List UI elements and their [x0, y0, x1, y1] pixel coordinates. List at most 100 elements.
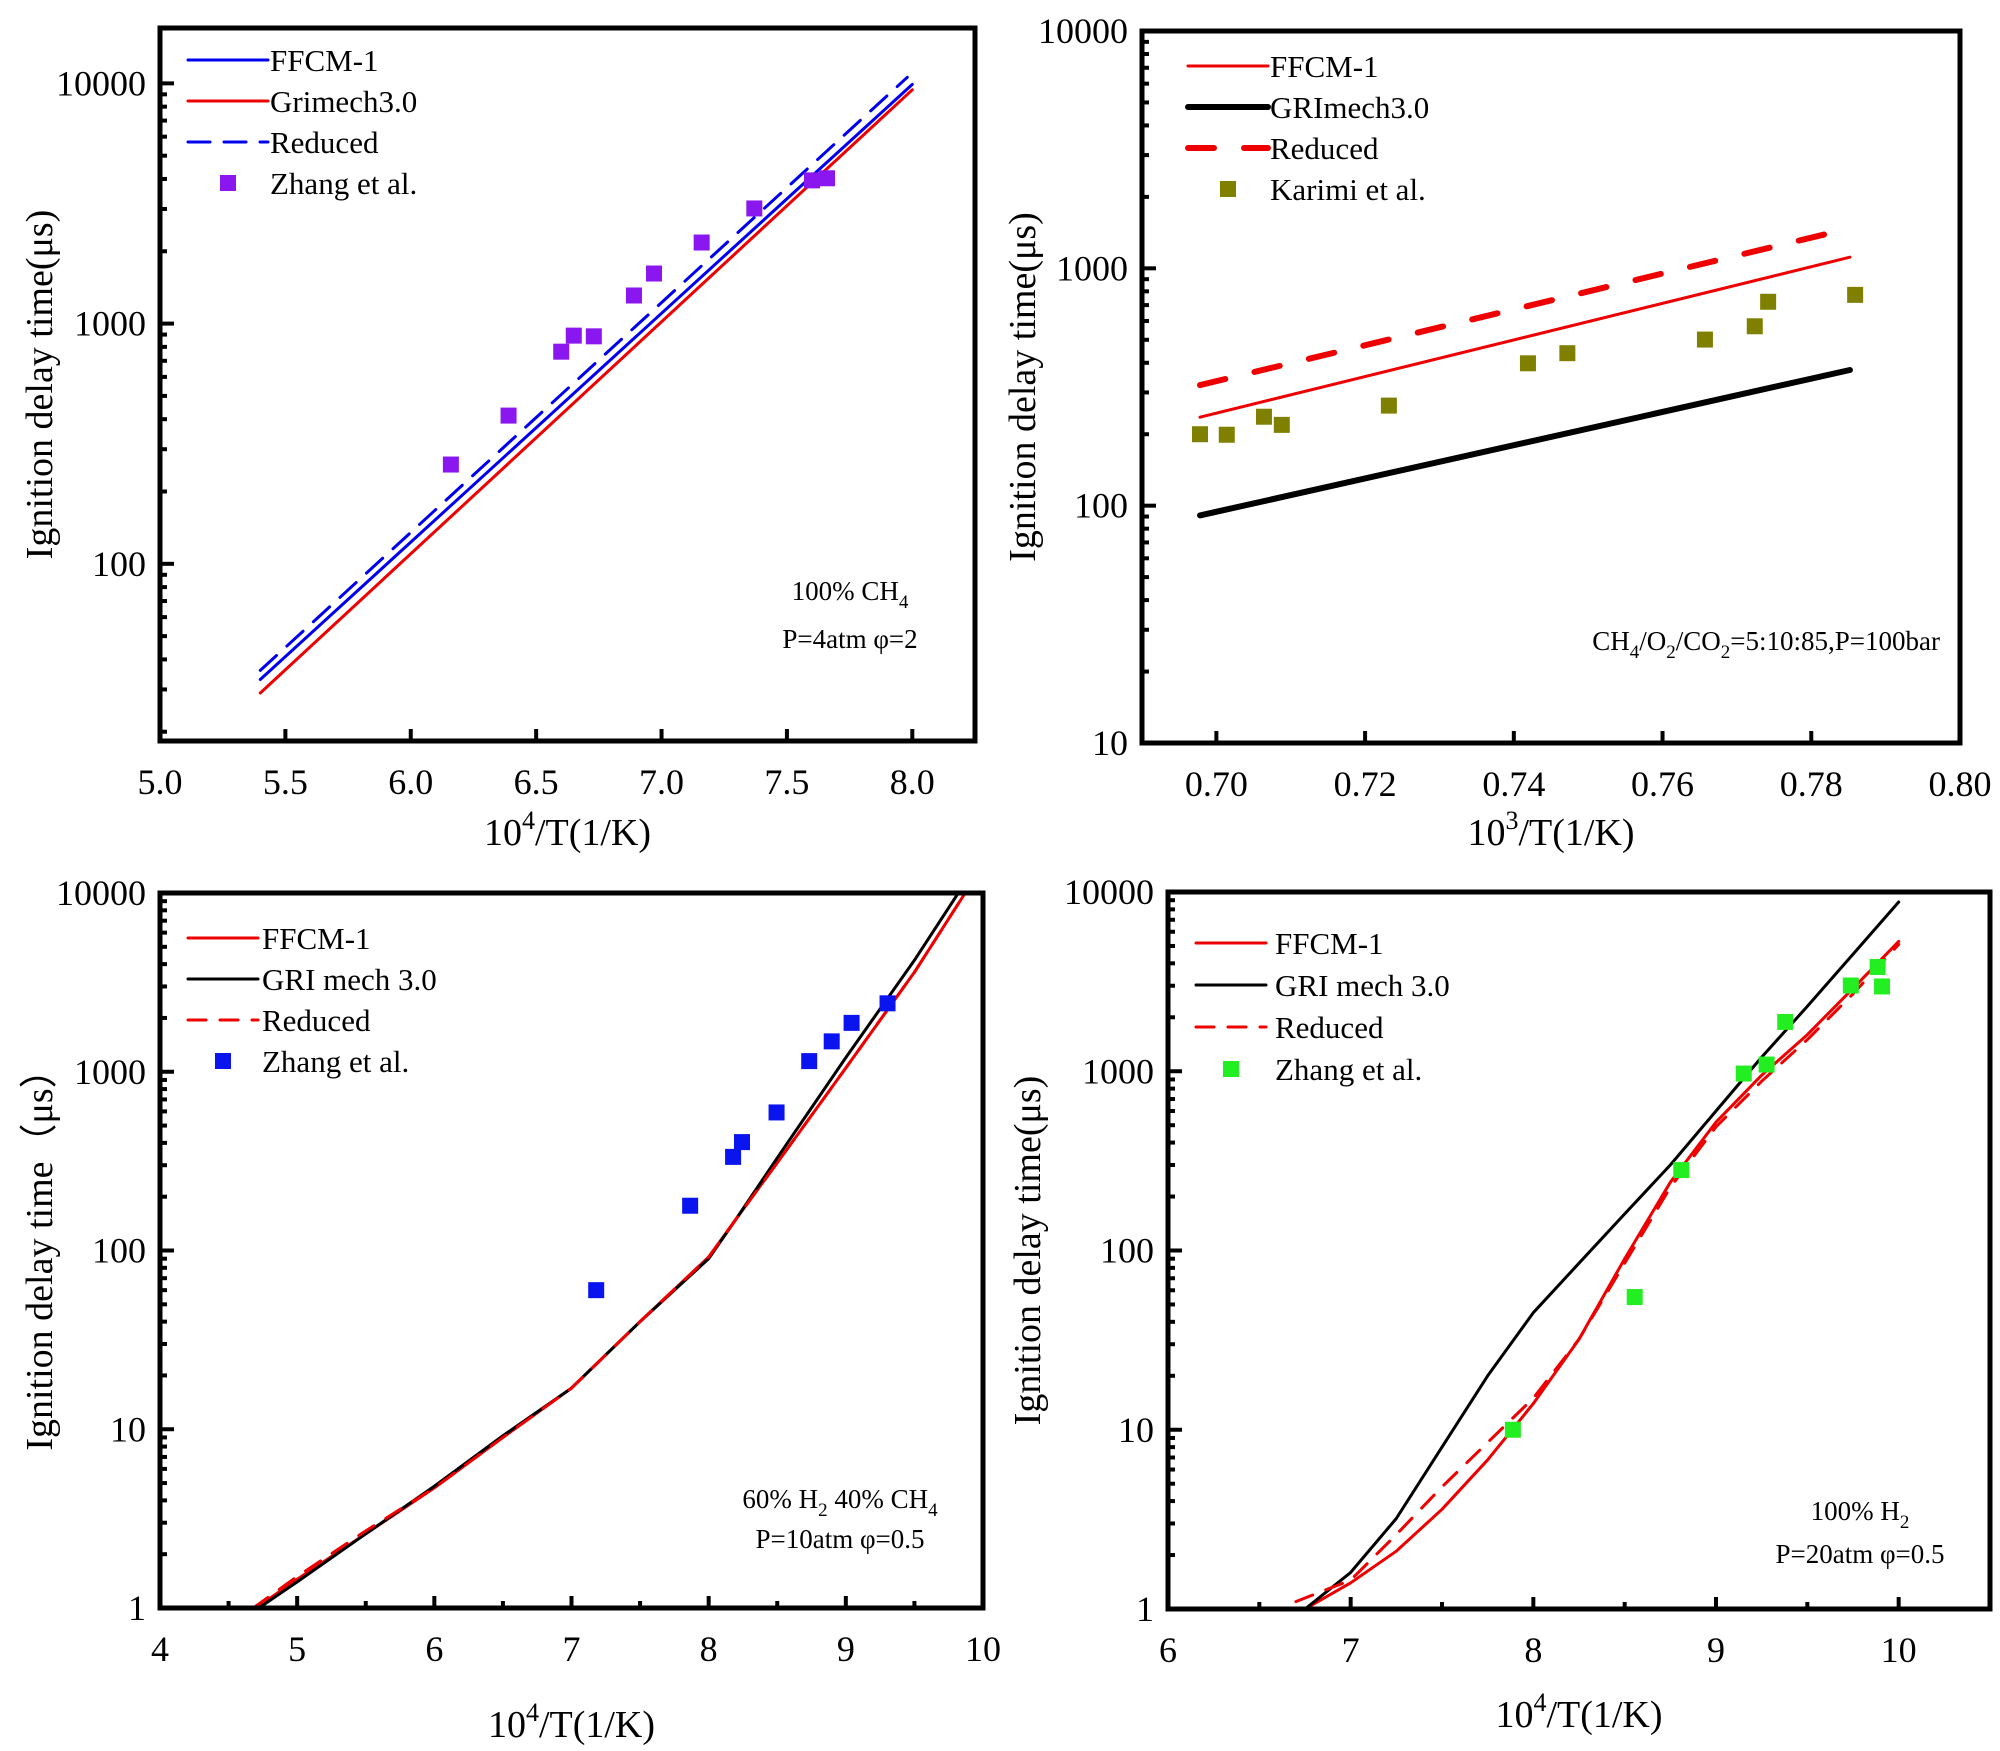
legend-label: Reduced: [262, 1003, 371, 1038]
data-point: [1758, 1056, 1775, 1073]
x-tick-label: 7.0: [639, 762, 684, 802]
series-line-reduced: [258, 75, 909, 672]
legend-label: Karimi et al.: [1270, 172, 1426, 207]
data-point: [1519, 355, 1536, 372]
legend-item: FFCM-1: [186, 43, 379, 78]
y-tick-label: 10000: [56, 873, 146, 913]
legend-swatch-marker: [215, 1053, 231, 1069]
x-axis-label: 104/T(1/K): [1495, 1688, 1662, 1736]
data-point: [725, 1148, 742, 1165]
legend-label: Grimech3.0: [270, 84, 417, 119]
data-point: [682, 1197, 699, 1214]
y-tick-label: 10: [1092, 723, 1128, 763]
data-point: [1777, 1013, 1794, 1030]
x-tick-label: 4: [151, 1629, 169, 1669]
data-point: [442, 456, 459, 473]
data-point: [746, 200, 763, 217]
legend-label: Zhang et al.: [270, 166, 417, 201]
y-tick-label: 1000: [74, 1052, 146, 1092]
legend-label: Reduced: [270, 125, 379, 160]
y-tick-label: 100: [92, 1231, 146, 1271]
data-point: [819, 170, 836, 187]
x-tick-label: 5.0: [138, 762, 183, 802]
legend-swatch-marker: [1223, 1061, 1239, 1077]
chart-panel-c: 4 5 6 7 8 9 10 1 10 100 1000 10000 Ignition delay ti…: [19, 873, 1001, 1746]
condition-annotation: 100% H2: [1811, 1496, 1910, 1533]
y-tick-label: 1: [1136, 1589, 1154, 1629]
data-point: [693, 234, 710, 251]
data-point: [768, 1104, 785, 1121]
data-point: [1273, 416, 1290, 433]
condition-annotation: P=4atm φ=2: [782, 624, 917, 654]
x-tick-label: 10: [1881, 1630, 1917, 1670]
legend-item: Grimech3.0: [186, 84, 417, 119]
legend-label: GRI mech 3.0: [262, 962, 437, 997]
data-point: [565, 327, 582, 344]
legend-label: FFCM-1: [1270, 49, 1379, 84]
series-line-ffcm-1: [1303, 939, 1901, 1609]
legend-label: GRImech3.0: [1270, 90, 1429, 125]
y-tick-label: 1: [128, 1588, 146, 1628]
data-point: [1760, 293, 1777, 310]
chart-panel-b: 0.70 0.72 0.74 0.76 0.78 0.80 10 100 1000 10000 Ig…: [1002, 11, 1992, 854]
data-point: [1673, 1162, 1690, 1179]
legend-item: FFCM-1: [1194, 926, 1384, 961]
plot-area: [1192, 225, 1864, 519]
series-line-ffcm-1: [258, 82, 914, 681]
condition-annotation: 100% CH4: [792, 576, 909, 613]
x-tick-label: 7.5: [764, 762, 809, 802]
data-point: [804, 172, 820, 189]
legend-label: FFCM-1: [262, 921, 371, 956]
x-tick-label: 6: [1159, 1630, 1177, 1670]
legend-label: GRI mech 3.0: [1275, 968, 1450, 1003]
x-tick-label: 6.0: [388, 762, 433, 802]
x-tick-label: 0.72: [1334, 764, 1397, 804]
data-point: [1504, 1421, 1521, 1438]
plot-area: [258, 75, 914, 695]
chart-panel-d: 6 7 8 9 10 1 10 100 1000 10000 Ignition delay time…: [1007, 872, 1993, 1736]
series-line-reduced: [1294, 942, 1901, 1604]
legend-swatch-marker: [220, 175, 236, 191]
data-point: [879, 995, 896, 1012]
legend-item: GRI mech 3.0: [186, 962, 437, 997]
legend: FFCM-1 Grimech3.0 Reduced Zhang et al.: [186, 43, 417, 201]
data-point: [1746, 318, 1763, 335]
data-point: [1559, 345, 1576, 362]
legend: FFCM-1 GRI mech 3.0 Reduced Zhang et al.: [186, 921, 437, 1079]
y-tick-label: 10: [110, 1409, 146, 1449]
x-axis-label: 104/T(1/K): [488, 1698, 655, 1746]
data-point: [1847, 286, 1864, 303]
data-point: [843, 1014, 860, 1031]
data-point: [1626, 1289, 1643, 1306]
data-point: [823, 1033, 840, 1050]
data-point: [585, 328, 602, 345]
x-tick-label: 6: [425, 1629, 443, 1669]
y-tick-label: 100: [92, 544, 146, 584]
data-point: [1696, 331, 1713, 348]
data-point: [646, 265, 663, 282]
series-line-ffcm-1: [1198, 255, 1852, 419]
data-point: [588, 1282, 605, 1299]
x-tick-label: 0.80: [1929, 764, 1992, 804]
x-tick-label: 6.5: [514, 762, 559, 802]
plot-area: [1294, 900, 1901, 1609]
data-point: [1380, 397, 1397, 414]
condition-annotation: P=20atm φ=0.5: [1775, 1539, 1944, 1569]
legend-item: Reduced: [186, 1003, 371, 1038]
x-tick-label: 0.76: [1631, 764, 1694, 804]
legend-label: Reduced: [1275, 1010, 1384, 1045]
data-point: [1842, 977, 1859, 994]
x-tick-label: 5.5: [263, 762, 308, 802]
data-point: [1192, 426, 1209, 443]
x-tick-label: 5: [288, 1629, 306, 1669]
legend-item: GRI mech 3.0: [1194, 968, 1450, 1003]
plot-area: [251, 893, 967, 1608]
legend-label: Zhang et al.: [262, 1044, 409, 1079]
data-point: [733, 1134, 750, 1151]
y-axis-label: Ignition delay time（μs）: [19, 1050, 61, 1450]
x-axis-label: 104/T(1/K): [484, 806, 651, 854]
legend-item: Karimi et al.: [1220, 172, 1426, 207]
y-tick-label: 1000: [74, 304, 146, 344]
legend: FFCM-1 GRImech3.0 Reduced Karimi et al.: [1185, 49, 1429, 207]
y-tick-label: 10: [1118, 1410, 1154, 1450]
